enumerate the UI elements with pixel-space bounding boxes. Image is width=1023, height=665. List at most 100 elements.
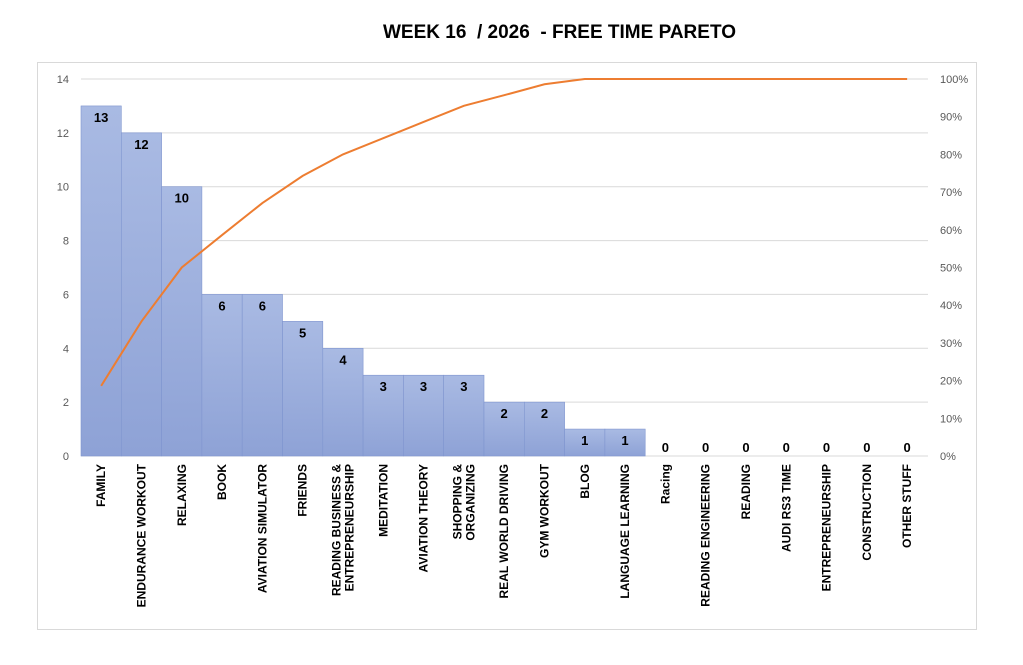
category-label: ENDURANCE WORKOUT (134, 463, 148, 607)
data-label: 0 (783, 440, 790, 455)
y2-tick-label: 10% (940, 413, 962, 425)
bar (201, 294, 243, 457)
category-label-line: REAL WORLD DRIVING (497, 464, 511, 598)
category-label-line: BLOG (578, 464, 592, 499)
data-label: 6 (259, 298, 266, 313)
category-label: BLOG (578, 464, 592, 499)
category-label-line: SHOPPING & (450, 464, 464, 540)
y-tick-label: 6 (63, 289, 69, 301)
bar (322, 347, 364, 457)
y2-tick-label: 60% (940, 225, 962, 237)
data-label: 6 (218, 298, 225, 313)
y2-tick-label: 100% (940, 74, 968, 86)
y2-tick-label: 90% (940, 112, 962, 124)
cumulative-line-path (100, 78, 908, 387)
category-label-line: GYM WORKOUT (537, 463, 551, 558)
data-label: 0 (904, 440, 911, 455)
category-label: REAL WORLD DRIVING (497, 464, 511, 598)
category-label-line: LANGUAGE LEARNING (618, 464, 632, 599)
category-label: AUDI RS3 TIME (779, 464, 793, 552)
y2-tick-label: 20% (940, 376, 962, 388)
y2-tick-label: 30% (940, 338, 962, 350)
category-label: Racing (658, 464, 672, 504)
y-tick-label: 8 (63, 236, 69, 248)
y-tick-label: 12 (57, 128, 69, 140)
bar (241, 294, 283, 457)
y2-tick-label: 50% (940, 263, 962, 275)
y-tick-label: 14 (57, 74, 69, 86)
labels: 024681012140%10%20%30%40%50%60%70%80%90%… (57, 74, 969, 607)
category-label: GYM WORKOUT (537, 463, 551, 558)
category-label-line: READING BUSINESS & (329, 464, 343, 596)
data-label: 0 (823, 440, 830, 455)
data-label: 13 (94, 110, 108, 125)
category-label-line: FAMILY (94, 464, 108, 507)
y-tick-label: 2 (63, 397, 69, 409)
bar (362, 374, 404, 457)
category-label: ENTREPRENEURSHIP (820, 464, 834, 591)
category-label-line: AVIATION SIMULATOR (255, 464, 269, 593)
category-label-line: READING (739, 464, 753, 519)
category-label: READING (739, 464, 753, 519)
category-label: AVIATION SIMULATOR (255, 464, 269, 593)
category-label-line: FRIENDS (296, 464, 310, 517)
category-label-line: ENTREPRENEURSHIP (342, 464, 356, 591)
data-label: 3 (420, 379, 427, 394)
bars (80, 105, 646, 457)
category-label-line: AUDI RS3 TIME (779, 464, 793, 552)
data-label: 0 (742, 440, 749, 455)
category-label: OTHER STUFF (900, 464, 914, 548)
bar (604, 428, 646, 457)
bar (282, 321, 324, 457)
category-label-line: BOOK (215, 464, 229, 500)
chart-title: WEEK 16 / 2026 - FREE TIME PARETO (383, 22, 736, 43)
category-label: MEDITATION (376, 464, 390, 537)
category-label-line: OTHER STUFF (900, 464, 914, 548)
data-label: 0 (702, 440, 709, 455)
category-label: BOOK (215, 464, 229, 500)
category-label: RELAXING (175, 464, 189, 526)
category-label: SHOPPING & ORGANIZING (450, 464, 477, 541)
bar (161, 186, 203, 457)
category-label-line: MEDITATION (376, 464, 390, 537)
data-label: 1 (581, 433, 588, 448)
data-label: 2 (541, 406, 548, 421)
category-label: FRIENDS (296, 464, 310, 517)
bar (403, 374, 444, 457)
category-label: FAMILY (94, 464, 108, 507)
category-label: READING BUSINESS & ENTREPRENEURSHIP (329, 464, 356, 596)
data-label: 1 (621, 433, 628, 448)
y2-tick-label: 0% (940, 451, 956, 463)
y2-tick-label: 40% (940, 300, 962, 312)
bar (80, 105, 122, 457)
category-label: CONSTRUCTION (860, 464, 874, 561)
data-label: 0 (662, 440, 669, 455)
chart-frame (37, 62, 977, 630)
category-label-line: AVIATION THEORY (417, 464, 431, 572)
category-label: READING ENGINEERING (699, 464, 713, 607)
category-label-line: Racing (658, 464, 672, 504)
category-label: LANGUAGE LEARNING (618, 464, 632, 599)
data-label: 5 (299, 325, 306, 340)
y-tick-label: 10 (57, 182, 69, 194)
category-label-line: READING ENGINEERING (699, 464, 713, 607)
category-label-line: ENDURANCE WORKOUT (134, 463, 148, 607)
y2-tick-label: 80% (940, 149, 962, 161)
category-label-line: CONSTRUCTION (860, 464, 874, 561)
bar (121, 132, 162, 457)
data-label: 10 (175, 191, 189, 206)
cumulative-line (100, 78, 908, 387)
data-label: 3 (380, 379, 387, 394)
category-label: AVIATION THEORY (417, 464, 431, 572)
data-label: 4 (339, 352, 347, 367)
bar (523, 401, 565, 457)
category-label-line: ENTREPRENEURSHIP (820, 464, 834, 591)
category-label-line: ORGANIZING (463, 464, 477, 541)
y2-tick-label: 70% (940, 187, 962, 199)
data-label: 12 (134, 137, 148, 152)
data-label: 3 (460, 379, 467, 394)
y-tick-label: 4 (63, 343, 69, 355)
data-label: 0 (863, 440, 870, 455)
category-label-line: RELAXING (175, 464, 189, 526)
